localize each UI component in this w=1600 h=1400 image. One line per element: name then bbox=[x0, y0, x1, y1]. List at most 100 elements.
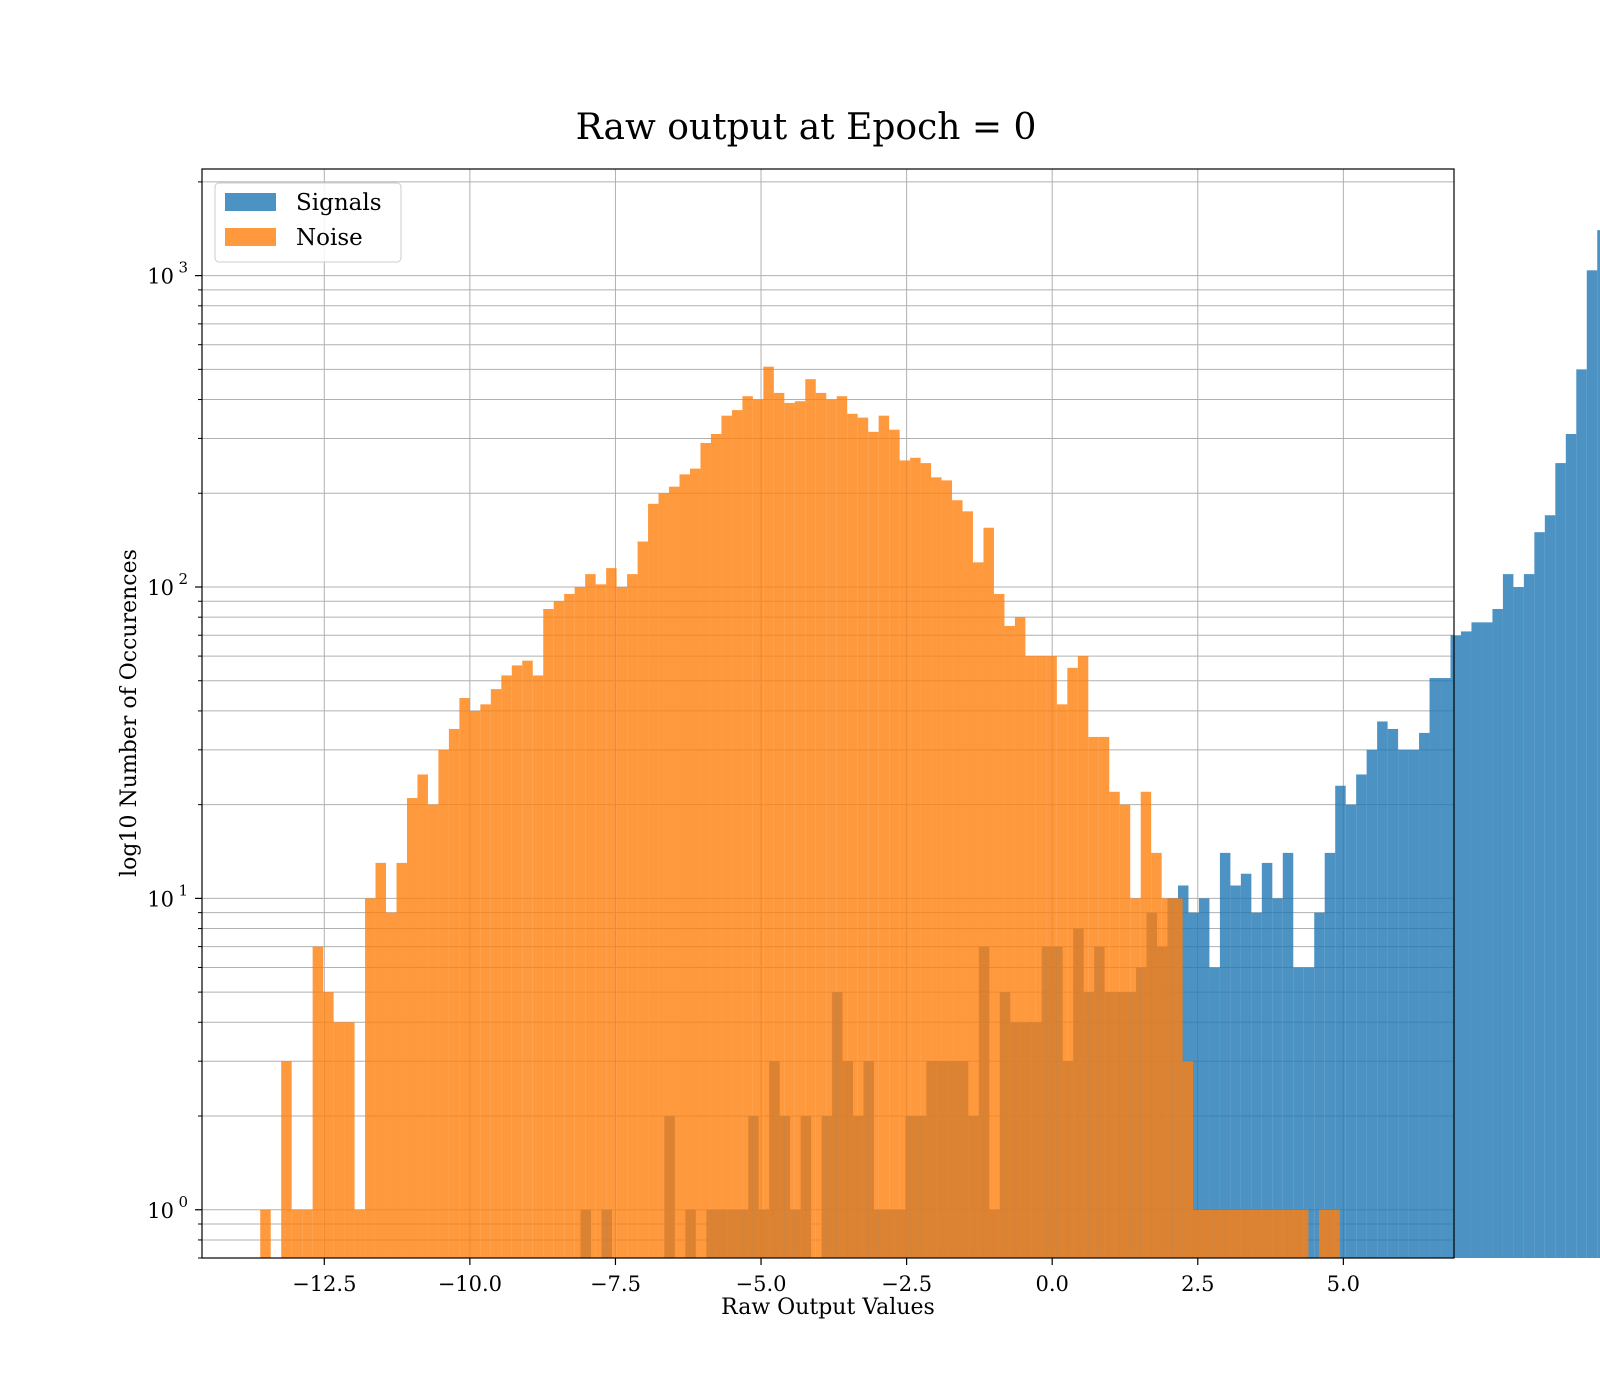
bar-noise bbox=[553, 601, 565, 1258]
bar-noise bbox=[480, 704, 491, 1258]
x-tick-label: 0.0 bbox=[1035, 1272, 1068, 1296]
bar-noise bbox=[354, 1209, 366, 1258]
y-tick-exponent: 1 bbox=[178, 881, 188, 899]
bar-noise bbox=[406, 798, 418, 1258]
bar-noise bbox=[1119, 804, 1131, 1258]
bar-noise bbox=[1077, 656, 1089, 1258]
bar-signals bbox=[1534, 532, 1545, 1258]
bar-signals bbox=[1387, 728, 1399, 1258]
bar-noise bbox=[574, 587, 586, 1258]
bar-noise bbox=[291, 1209, 303, 1258]
bar-noise bbox=[585, 574, 596, 1258]
bar-noise bbox=[595, 584, 607, 1258]
bar-noise bbox=[1025, 656, 1036, 1258]
bar-noise bbox=[1172, 898, 1183, 1258]
bar-noise bbox=[679, 474, 690, 1258]
bar-noise bbox=[972, 562, 984, 1258]
bar-signals bbox=[1324, 852, 1336, 1258]
bar-noise bbox=[1235, 1209, 1246, 1258]
bar-noise bbox=[648, 503, 659, 1258]
bar-noise bbox=[1046, 656, 1057, 1258]
bar-signals bbox=[1429, 678, 1441, 1258]
y-tick-exponent: 2 bbox=[178, 570, 188, 588]
y-tick-label: 10 bbox=[147, 576, 174, 600]
bar-signals bbox=[1240, 873, 1252, 1258]
bar-signals bbox=[1398, 749, 1409, 1258]
bar-noise bbox=[417, 774, 428, 1258]
bar-noise bbox=[1035, 656, 1047, 1258]
bar-noise bbox=[962, 511, 973, 1258]
bar-signals bbox=[1440, 678, 1451, 1258]
bar-noise bbox=[1266, 1209, 1277, 1258]
plot-frame bbox=[201, 168, 1455, 1259]
legend-label-signals: Signals bbox=[296, 190, 382, 216]
bar-signals bbox=[1335, 785, 1346, 1258]
bar-noise bbox=[501, 675, 512, 1258]
x-axis-ticks: −12.5 −10.0 −7.5 −5.0 −2.5 0.0 2.5 5.0 bbox=[292, 1258, 1360, 1296]
bar-signals bbox=[1198, 898, 1210, 1258]
bar-signals bbox=[1219, 852, 1231, 1258]
bar-noise bbox=[375, 862, 387, 1258]
bar-noise bbox=[333, 1022, 345, 1258]
y-tick-label: 10 bbox=[147, 1199, 174, 1223]
bar-signals bbox=[1513, 587, 1524, 1258]
bar-noise bbox=[669, 486, 680, 1258]
x-tick-label: −7.5 bbox=[590, 1272, 641, 1296]
histogram-bars bbox=[260, 230, 1600, 1259]
bar-noise bbox=[941, 480, 953, 1258]
bar-noise bbox=[700, 443, 711, 1259]
chart-title: Raw output at Epoch = 0 bbox=[576, 107, 1037, 148]
bar-signals bbox=[1544, 515, 1556, 1258]
series-noise bbox=[260, 366, 1340, 1259]
bar-noise bbox=[427, 804, 439, 1258]
bar-signals bbox=[1481, 622, 1493, 1258]
bar-signals bbox=[1209, 967, 1220, 1258]
bar-signals bbox=[1230, 885, 1241, 1258]
bar-noise bbox=[1098, 736, 1110, 1258]
bar-signals bbox=[1492, 608, 1503, 1258]
bar-signals bbox=[1471, 622, 1482, 1258]
bar-noise bbox=[396, 862, 407, 1258]
bar-noise bbox=[344, 1022, 355, 1258]
bar-noise bbox=[983, 527, 994, 1258]
bar-noise bbox=[637, 541, 649, 1258]
bar-noise bbox=[1088, 736, 1099, 1258]
bar-noise bbox=[532, 675, 544, 1258]
bar-noise bbox=[448, 728, 460, 1258]
bar-signals bbox=[1408, 749, 1420, 1258]
bar-noise bbox=[260, 1209, 271, 1258]
bar-signals bbox=[1366, 749, 1378, 1258]
bar-noise bbox=[878, 415, 890, 1258]
bar-noise bbox=[773, 392, 785, 1258]
bar-signals bbox=[1419, 732, 1430, 1258]
bar-noise bbox=[511, 665, 523, 1258]
bar-noise bbox=[1151, 852, 1162, 1258]
bar-noise bbox=[868, 431, 879, 1259]
bar-signals bbox=[1565, 434, 1577, 1258]
bar-noise bbox=[836, 396, 848, 1259]
bar-noise bbox=[386, 912, 397, 1258]
bar-noise bbox=[1329, 1209, 1340, 1258]
x-tick-label: 2.5 bbox=[1181, 1272, 1214, 1296]
bar-signals bbox=[1576, 369, 1587, 1258]
bar-noise bbox=[826, 399, 837, 1258]
bar-signals bbox=[1523, 574, 1535, 1258]
legend-swatch-signals bbox=[225, 193, 276, 211]
bar-noise bbox=[1256, 1209, 1267, 1258]
bar-noise bbox=[815, 392, 827, 1258]
bar-noise bbox=[281, 1061, 292, 1258]
bar-noise bbox=[910, 457, 921, 1258]
bar-signals bbox=[1356, 774, 1367, 1258]
y-tick-label: 10 bbox=[147, 265, 174, 289]
bar-noise bbox=[312, 946, 324, 1258]
bar-noise bbox=[920, 463, 932, 1258]
legend-swatch-noise bbox=[225, 228, 276, 246]
bar-noise bbox=[1214, 1209, 1225, 1258]
bar-noise bbox=[742, 396, 753, 1259]
bar-noise bbox=[1067, 667, 1078, 1258]
bar-noise bbox=[731, 410, 743, 1258]
bar-signals bbox=[1555, 463, 1566, 1258]
bar-noise bbox=[606, 568, 617, 1258]
y-tick-label: 10 bbox=[147, 887, 174, 911]
bar-noise bbox=[857, 417, 869, 1258]
